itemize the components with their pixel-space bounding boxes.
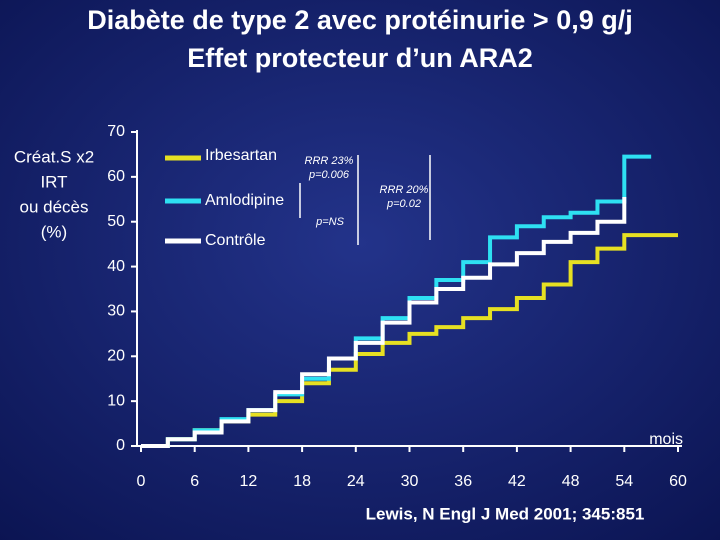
x-tick-label: 60 — [669, 473, 687, 490]
y-tick-label: 30 — [107, 303, 125, 320]
y-label: Créat.S x2 — [14, 147, 94, 166]
legend-label: Contrôle — [205, 232, 266, 249]
x-tick-label: 42 — [508, 473, 526, 490]
x-tick-label: 54 — [615, 473, 633, 490]
legend-label: Amlodipine — [205, 192, 284, 209]
brackets — [299, 155, 431, 245]
y-tick-label: 10 — [107, 392, 125, 409]
annotation: p=0.006 — [308, 169, 350, 181]
y-label: ou décès — [20, 197, 89, 216]
x-tick-label: 36 — [454, 473, 472, 490]
annotation: RRR 20% — [380, 184, 429, 196]
y-tick-label: 50 — [107, 213, 125, 230]
y-tick-label: 20 — [107, 348, 125, 365]
annotation: p=0.02 — [386, 198, 421, 210]
annotation: RRR 23% — [305, 155, 354, 167]
series-line — [141, 197, 627, 448]
y-tick-label: 0 — [116, 437, 125, 454]
chart-title: Diabète de type 2 avec protéinurie > 0,9… — [87, 5, 632, 35]
x-tick-label: 30 — [401, 473, 419, 490]
x-tick-label: 12 — [240, 473, 258, 490]
x-tick-label: 0 — [137, 473, 146, 490]
x-tick-label: 24 — [347, 473, 365, 490]
y-tick-label: 40 — [107, 258, 125, 275]
x-tick-label: 18 — [293, 473, 311, 490]
annotation: p=NS — [315, 216, 344, 228]
y-label: (%) — [41, 222, 67, 241]
y-tick-label: 60 — [107, 168, 125, 185]
y-label: IRT — [40, 172, 67, 191]
y-tick-label: 70 — [107, 123, 125, 140]
chart-title: Effet protecteur d’un ARA2 — [187, 43, 533, 73]
x-label: mois — [649, 431, 683, 448]
series-line — [141, 154, 652, 448]
source: Lewis, N Engl J Med 2001; 345:851 — [366, 504, 645, 523]
legend-label: Irbesartan — [205, 147, 277, 164]
x-tick-label: 6 — [190, 473, 199, 490]
x-tick-label: 48 — [562, 473, 580, 490]
